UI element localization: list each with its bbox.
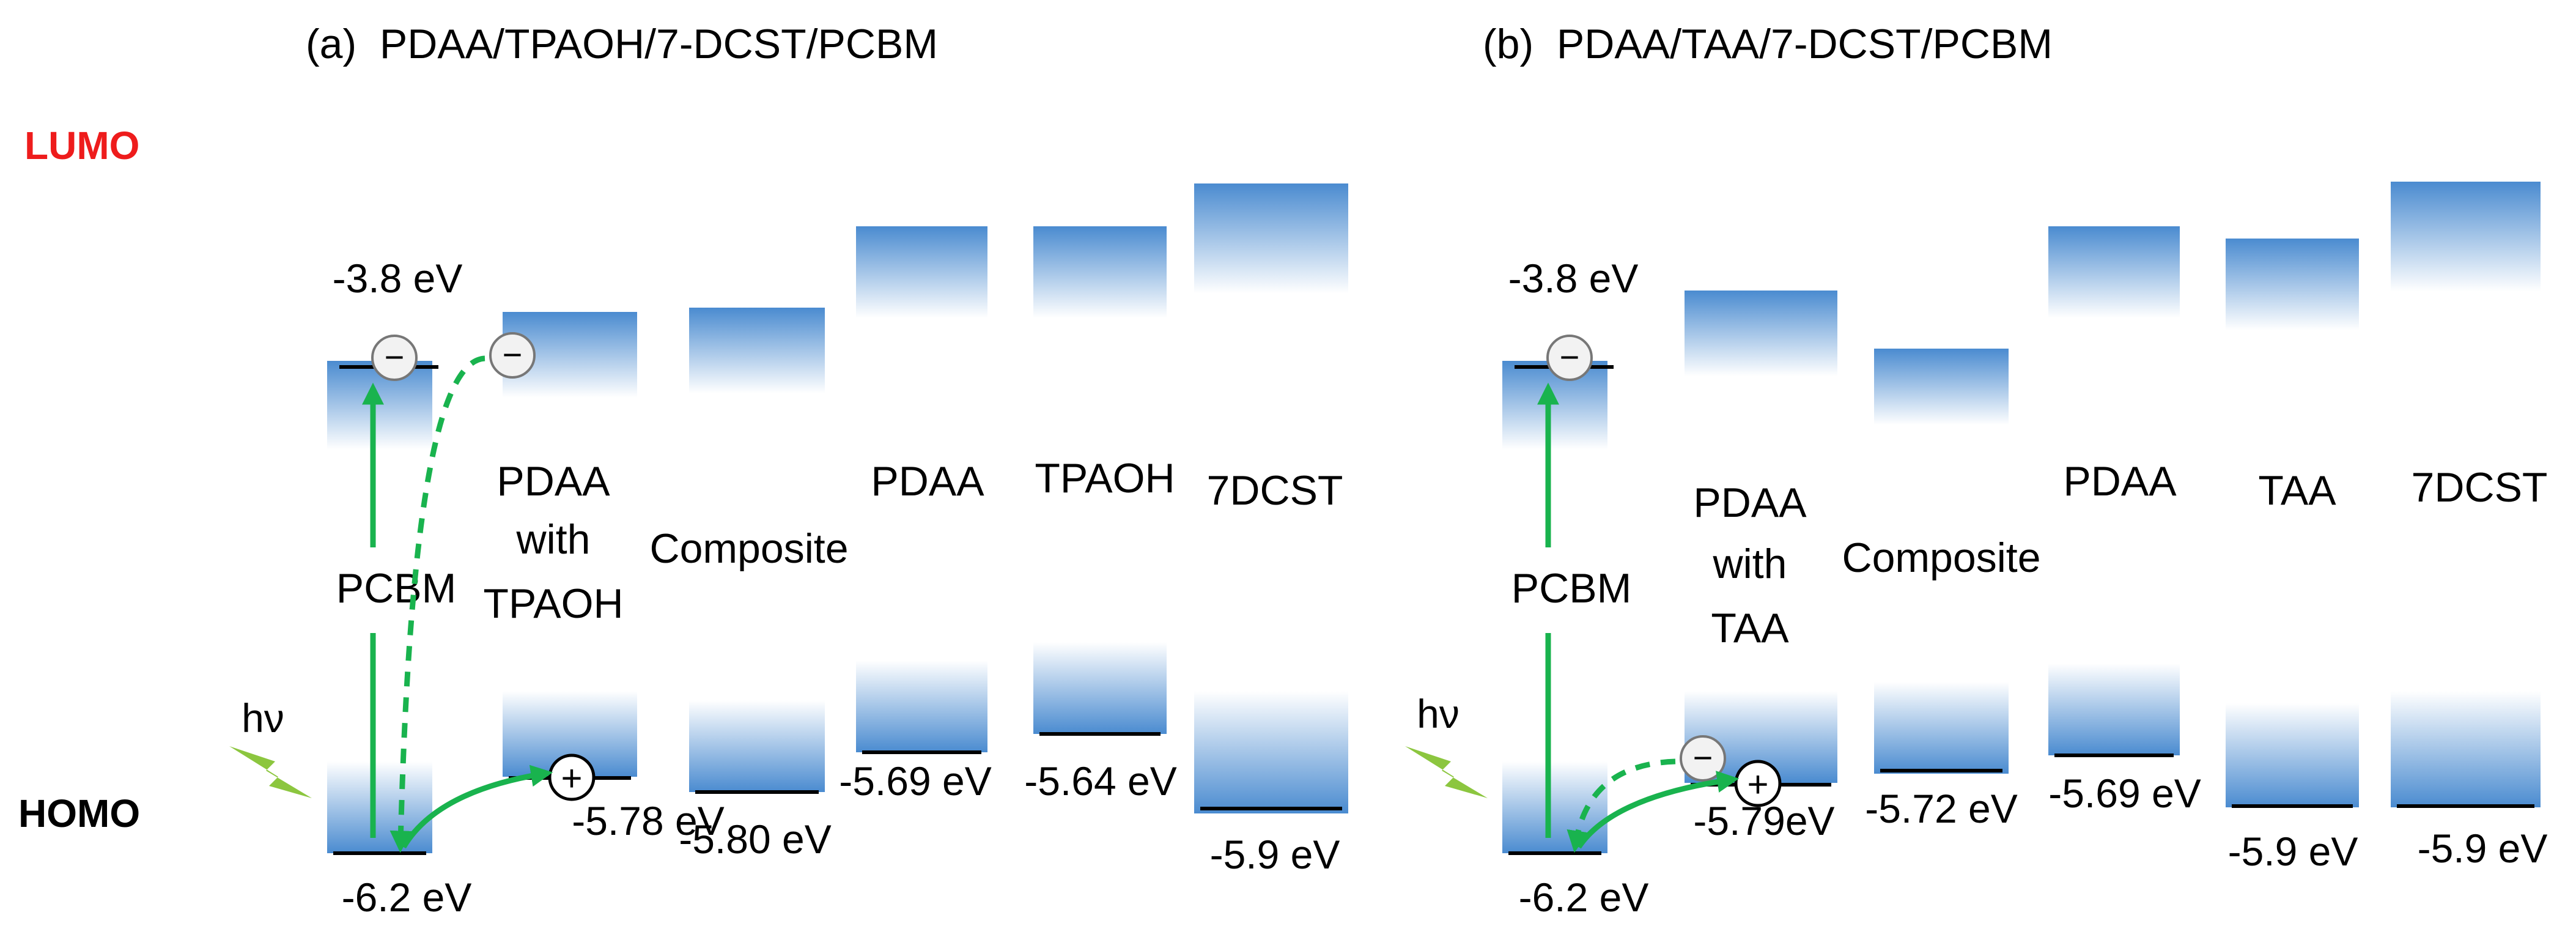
charge-transfer: −+ — [389, 332, 596, 853]
lumo-band — [1874, 349, 2009, 425]
lumo-band — [1685, 291, 1837, 376]
lumo-band — [689, 308, 825, 393]
solid-transfer-arrow — [401, 765, 553, 849]
material-taa: TAA -5.9 eV — [2226, 239, 2359, 874]
homo-band — [327, 761, 432, 853]
material-pdaa: PDAA -5.69 eV — [2048, 226, 2201, 816]
electron-symbol: − — [385, 338, 405, 376]
material-label: Composite — [1842, 535, 2040, 581]
homo-energy-label: -5.9 eV — [2228, 829, 2358, 874]
homo-energy-label: -6.2 eV — [342, 875, 472, 920]
electron-circle — [1680, 735, 1726, 782]
material-label: TAA — [2258, 467, 2336, 514]
material-7dcst: 7DCST -5.9 eV — [1194, 183, 1348, 877]
material-label: Composite — [649, 525, 848, 572]
material-label: PDAA — [2063, 458, 2177, 505]
material-label: with — [516, 516, 591, 563]
homo-band — [2226, 703, 2359, 807]
homo-energy-label: -5.78 eV — [572, 798, 725, 843]
homo-band — [1033, 642, 1167, 734]
lumo-band — [856, 226, 987, 318]
material-composite: Composite -5.72 eV — [1842, 349, 2041, 831]
homo-energy-label: -5.80 eV — [679, 817, 832, 862]
lumo-band — [2048, 226, 2180, 318]
electron-pcbm: − — [371, 335, 418, 381]
lumo-band — [1033, 226, 1167, 318]
electron-symbol: − — [503, 335, 523, 374]
dashed-transfer-arrow — [389, 355, 485, 853]
homo-energy-label: -5.72 eV — [1865, 786, 2018, 831]
lumo-energy-label: -3.8 eV — [333, 256, 463, 301]
homo-energy-label: -5.9 eV — [2418, 826, 2548, 871]
homo-band — [689, 700, 825, 792]
homo-band — [2048, 664, 2180, 755]
hole-symbol: + — [1747, 764, 1768, 805]
electron-symbol: − — [1560, 338, 1580, 376]
homo-label: HOMO — [18, 791, 140, 835]
homo-energy-label: -5.69 eV — [2048, 771, 2201, 816]
material-7dcst: 7DCST -5.9 eV — [2391, 182, 2547, 871]
panel-title: (b) PDAA/TAA/7-DCST/PCBM — [1483, 21, 2053, 67]
charge-transfer: −+ — [1567, 735, 1782, 853]
material-label: 7DCST — [1207, 467, 1343, 514]
homo-energy-label: -5.69 eV — [839, 758, 992, 804]
homo-band — [1194, 691, 1348, 813]
lumo-energy-label: -3.8 eV — [1508, 256, 1639, 301]
homo-band — [1874, 682, 2009, 774]
material-pdaa: PDAA -5.69 eV — [839, 226, 992, 804]
homo-energy-label: -5.9 eV — [1210, 832, 1340, 877]
material-label: with — [1713, 541, 1787, 587]
electron-pcbm: − — [1546, 335, 1593, 381]
homo-energy-label: -5.64 eV — [1024, 758, 1177, 804]
lightning-bolt-icon — [1405, 746, 1488, 798]
panel-a: (a) PDAA/TPAOH/7-DCST/PCBM PCBM -3.8 eV -6.… — [229, 21, 1348, 920]
material-label: 7DCST — [2412, 464, 2548, 511]
homo-band — [856, 661, 987, 752]
material-label: PDAA — [871, 458, 984, 505]
material-label: TAA — [1711, 605, 1789, 651]
lumo-band — [2226, 239, 2359, 330]
homo-band — [1502, 761, 1607, 853]
photon-label: hν — [242, 695, 284, 741]
hole-symbol: + — [561, 758, 582, 799]
material-blend: PDAA with TPAOH -5.78 eV — [483, 312, 725, 843]
solid-transfer-arrow — [1576, 771, 1740, 849]
material-label: TPAOH — [1035, 455, 1175, 502]
lumo-band — [2391, 182, 2541, 292]
electron-symbol: − — [1693, 738, 1713, 777]
material-label: PCBM — [336, 565, 456, 612]
panel-b: (b) PDAA/TAA/7-DCST/PCBM PCBM -3.8 eV -6.2 … — [1405, 21, 2547, 920]
photon-label: hν — [1417, 691, 1460, 736]
panel-title: (a) PDAA/TPAOH/7-DCST/PCBM — [306, 21, 938, 67]
homo-band — [2391, 691, 2541, 807]
material-composite: Composite -5.80 eV — [649, 308, 849, 862]
material-label: PCBM — [1511, 565, 1631, 612]
material-label: PDAA — [1693, 480, 1807, 526]
electron-circle — [489, 332, 536, 379]
material-pcbm: PCBM -3.8 eV -6.2 eV — [327, 256, 471, 920]
material-tpaoh: TPAOH -5.64 eV — [1024, 226, 1177, 804]
homo-energy-label: -6.2 eV — [1519, 875, 1649, 920]
material-label: TPAOH — [483, 580, 623, 627]
lumo-label: LUMO — [24, 124, 139, 168]
lightning-bolt-icon — [229, 746, 312, 798]
lumo-band — [1194, 183, 1348, 294]
material-label: PDAA — [496, 458, 610, 505]
